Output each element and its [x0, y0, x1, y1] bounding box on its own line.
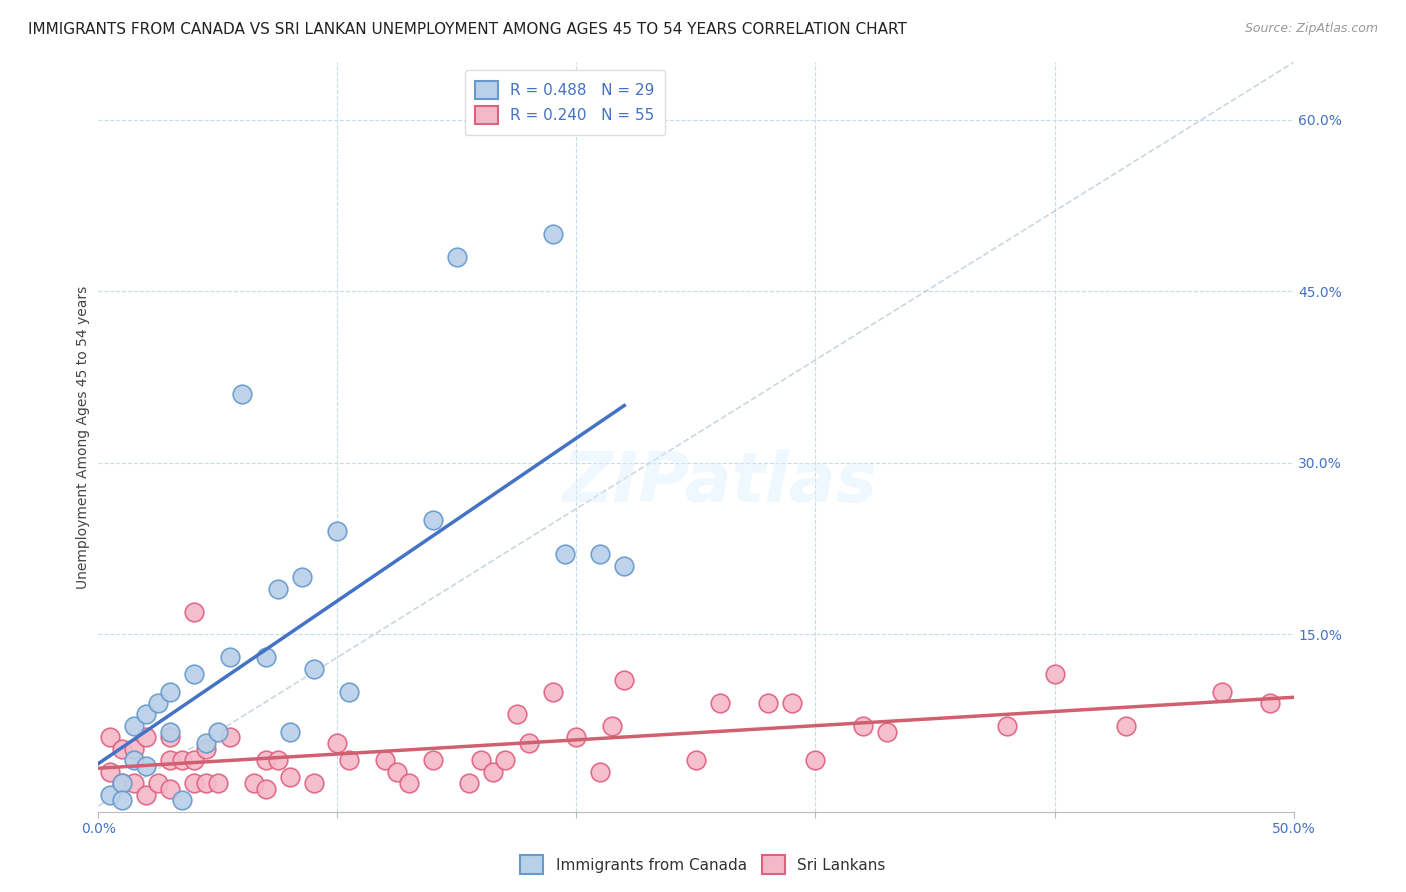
Point [254, 650, 277, 665]
Point [172, 793, 194, 807]
Point [111, 776, 134, 790]
Point [374, 753, 396, 767]
Point [302, 662, 325, 676]
Point [111, 793, 134, 807]
Point [326, 524, 349, 539]
Point [302, 776, 325, 790]
Point [995, 719, 1018, 733]
Point [207, 724, 229, 739]
Point [159, 781, 181, 796]
Point [219, 650, 242, 665]
Point [148, 776, 170, 790]
Point [124, 776, 146, 790]
Point [159, 753, 181, 767]
Point [219, 731, 242, 745]
Point [231, 387, 253, 401]
Point [183, 753, 205, 767]
Point [278, 771, 301, 785]
Point [458, 776, 481, 790]
Point [565, 731, 588, 745]
Y-axis label: Unemployment Among Ages 45 to 54 years: Unemployment Among Ages 45 to 54 years [76, 285, 90, 589]
Point [267, 753, 290, 767]
Point [613, 558, 636, 573]
Point [554, 547, 576, 561]
Point [1043, 667, 1066, 681]
Point [398, 776, 420, 790]
Point [339, 753, 361, 767]
Point [124, 719, 146, 733]
Point [111, 741, 134, 756]
Point [159, 731, 181, 745]
Point [195, 736, 218, 750]
Point [111, 776, 134, 790]
Point [541, 684, 564, 698]
Point [183, 776, 205, 790]
Point [172, 753, 194, 767]
Text: Source: ZipAtlas.com: Source: ZipAtlas.com [1244, 22, 1378, 36]
Point [195, 741, 218, 756]
Point [278, 724, 301, 739]
Point [291, 570, 314, 584]
Point [589, 764, 612, 779]
Point [98, 731, 122, 745]
Point [446, 250, 468, 264]
Legend: Immigrants from Canada, Sri Lankans: Immigrants from Canada, Sri Lankans [515, 849, 891, 880]
Text: IMMIGRANTS FROM CANADA VS SRI LANKAN UNEMPLOYMENT AMONG AGES 45 TO 54 YEARS CORR: IMMIGRANTS FROM CANADA VS SRI LANKAN UNE… [28, 22, 907, 37]
Point [685, 753, 707, 767]
Text: ZIPatlas: ZIPatlas [562, 449, 877, 516]
Point [470, 753, 492, 767]
Point [267, 582, 290, 596]
Point [135, 788, 157, 802]
Point [852, 719, 875, 733]
Point [756, 696, 779, 710]
Point [183, 605, 205, 619]
Point [243, 776, 266, 790]
Point [1211, 684, 1233, 698]
Point [254, 753, 277, 767]
Point [780, 696, 803, 710]
Point [506, 707, 529, 722]
Legend: R = 0.488   N = 29, R = 0.240   N = 55: R = 0.488 N = 29, R = 0.240 N = 55 [464, 70, 665, 135]
Point [385, 764, 409, 779]
Point [339, 684, 361, 698]
Point [326, 736, 349, 750]
Point [159, 724, 181, 739]
Point [135, 731, 157, 745]
Point [422, 513, 444, 527]
Point [195, 776, 218, 790]
Point [1258, 696, 1281, 710]
Point [183, 667, 205, 681]
Point [207, 776, 229, 790]
Point [135, 707, 157, 722]
Point [422, 753, 444, 767]
Point [494, 753, 516, 767]
Point [1115, 719, 1137, 733]
Point [541, 227, 564, 241]
Point [589, 547, 612, 561]
Point [517, 736, 540, 750]
Point [481, 764, 505, 779]
Point [124, 753, 146, 767]
Point [124, 741, 146, 756]
Point [148, 696, 170, 710]
Point [804, 753, 827, 767]
Point [254, 781, 277, 796]
Point [98, 788, 122, 802]
Point [135, 759, 157, 773]
Point [98, 764, 122, 779]
Point [709, 696, 731, 710]
Point [602, 719, 624, 733]
Point [159, 684, 181, 698]
Point [613, 673, 636, 688]
Point [876, 724, 898, 739]
